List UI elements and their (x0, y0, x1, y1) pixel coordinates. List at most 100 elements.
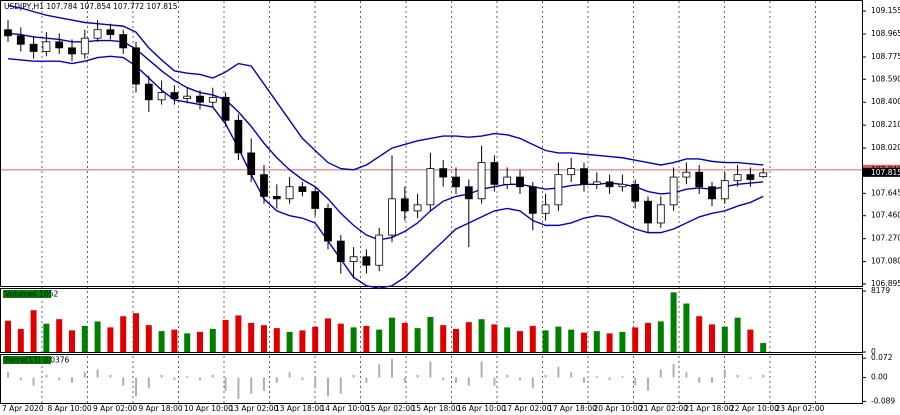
candle-body (157, 92, 166, 101)
force-bar (58, 377, 61, 381)
x-tick-label: 21 Apr 18:00 (685, 404, 734, 413)
volume-bar (491, 324, 498, 352)
x-tick-label: 22 Apr 10:00 (730, 404, 779, 413)
candle-body (234, 119, 243, 154)
force-bar (71, 377, 73, 383)
force-bar (583, 377, 585, 383)
y-tick-label: 109.155 (871, 6, 900, 15)
force-bar (365, 377, 368, 383)
y-tick-label: 107.080 (871, 257, 900, 266)
candle-body (196, 95, 204, 103)
force-bar (506, 374, 509, 378)
candle-body (324, 208, 332, 242)
volume-bar (440, 325, 447, 352)
volume-bar (94, 321, 101, 352)
candle-body (592, 181, 601, 185)
volume-bar (171, 329, 178, 352)
force-bar (237, 377, 240, 399)
force-bar (557, 366, 560, 378)
y-tick-label: 107.460 (871, 211, 900, 220)
x-tick-label: 13 Apr 18:00 (275, 404, 324, 413)
force-bar (173, 377, 176, 381)
force-bar (403, 377, 406, 383)
force-bar (736, 374, 739, 378)
volume-bar (760, 343, 767, 352)
y-tick-label: 108.965 (871, 29, 900, 38)
y-tick-label: 108.210 (871, 120, 900, 129)
force-bar (595, 376, 598, 378)
bollinger-band (7, 4, 764, 171)
volume-bar (69, 330, 75, 352)
candle-body (208, 96, 217, 103)
volume-bar (248, 322, 255, 352)
volume-bar (56, 319, 63, 352)
force-bar (275, 377, 278, 383)
candle-body (388, 198, 396, 236)
candle-body (285, 186, 294, 200)
candle-body (29, 43, 38, 52)
volume-bar (235, 315, 242, 352)
candle-body (68, 47, 76, 55)
candle-body (170, 92, 179, 99)
y-tick-label: 106.895 (871, 279, 900, 288)
y-tick-label: 0.00 (871, 372, 888, 381)
volume-bar (43, 323, 50, 352)
force-pane (0, 354, 863, 404)
volume-bar (427, 316, 434, 352)
y-tick-label: 108.400 (871, 97, 900, 106)
candle-body (183, 95, 192, 99)
volume-bar (465, 322, 472, 352)
force-bar (147, 377, 150, 389)
y-tick-label: 107.645 (871, 188, 900, 197)
candle-body (656, 204, 665, 224)
force-bar (429, 361, 432, 378)
force-bar (723, 369, 726, 378)
force-bar (135, 377, 137, 397)
volume-bar (5, 320, 11, 352)
candle-body (4, 29, 12, 37)
volume-bar (273, 328, 280, 352)
volume-bar (389, 317, 395, 352)
x-tick-label: 7 Apr 2020 (2, 404, 44, 413)
candle-body (580, 168, 588, 185)
candle-body (695, 171, 704, 188)
volume-bar (504, 327, 511, 352)
force-bar (519, 377, 521, 381)
volume-bar (120, 316, 127, 352)
volume-bar (709, 324, 715, 352)
x-tick-label: 15 Apr 18:00 (412, 404, 461, 413)
candle-body (452, 176, 460, 188)
candle-body (759, 172, 768, 177)
force-label: Force(13) 0.0376 (5, 356, 70, 365)
volume-bar (376, 329, 383, 352)
candle-body (644, 200, 652, 224)
volume-bar (747, 329, 754, 352)
volume-bar (734, 317, 741, 352)
volume-bar (350, 327, 357, 352)
main-pane (0, 0, 863, 287)
force-bar (391, 358, 393, 378)
candle-body (221, 96, 230, 121)
volume-bar (222, 319, 229, 352)
y-tick-label: 108.775 (871, 52, 900, 61)
candle-body (80, 37, 89, 55)
candle-body (375, 234, 384, 266)
volume-bar (657, 321, 664, 352)
volume-bar (145, 325, 152, 352)
x-tick-label: 20 Apr 10:00 (594, 404, 643, 413)
volume-bar (581, 332, 587, 352)
volume-bar (286, 331, 293, 352)
force-bar (467, 377, 470, 386)
force-bar (7, 372, 9, 378)
volume-bar (632, 327, 639, 352)
candle-body (413, 204, 422, 212)
force-bar (224, 377, 227, 391)
volume-bar (606, 333, 613, 352)
volume-bar (414, 328, 421, 352)
force-bar (493, 377, 496, 386)
y-tick-label: 8179 (871, 286, 890, 295)
pane-label-bg (3, 356, 51, 364)
force-bar (83, 372, 86, 378)
force-bar (698, 377, 701, 383)
